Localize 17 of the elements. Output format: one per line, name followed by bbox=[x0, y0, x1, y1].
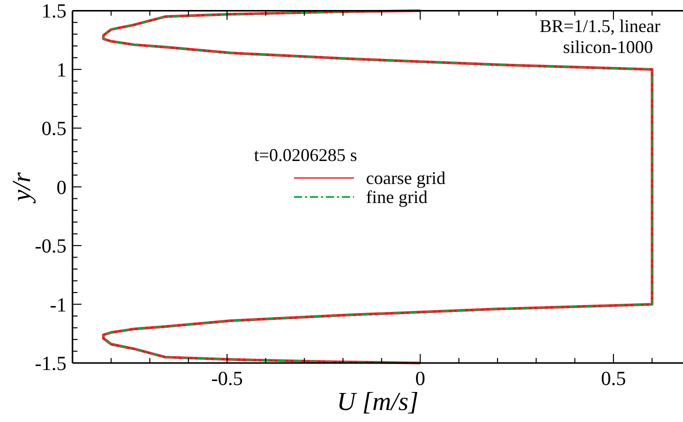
x-tick-label: 0 bbox=[415, 368, 426, 390]
legend-title: t=0.0206285 s bbox=[254, 145, 358, 165]
y-tick-label: -1 bbox=[50, 294, 66, 316]
y-tick-label: 1 bbox=[56, 59, 66, 82]
y-tick-label: -0.5 bbox=[34, 236, 66, 258]
annotation: BR=1/1.5, linear bbox=[540, 16, 660, 36]
y-tick-label: 0 bbox=[56, 176, 66, 199]
y-axis-title: y/r bbox=[7, 172, 36, 204]
y-tick-label: 1.5 bbox=[42, 0, 66, 23]
y-tick-label: -1.5 bbox=[34, 353, 66, 375]
y-tick-label: 0.5 bbox=[42, 118, 66, 140]
annotation: silicon-1000 bbox=[563, 37, 653, 57]
x-tick-label: 0.5 bbox=[600, 368, 626, 390]
legend-label: coarse grid bbox=[366, 168, 446, 188]
x-tick-label: -0.5 bbox=[211, 368, 243, 390]
x-axis-title: U [m/s] bbox=[336, 387, 419, 416]
legend-label: fine grid bbox=[366, 187, 428, 207]
